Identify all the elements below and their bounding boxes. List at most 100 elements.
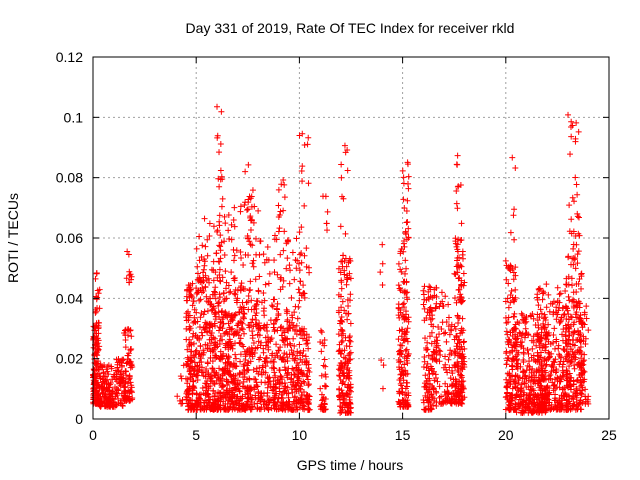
- data-point: [297, 386, 304, 393]
- data-point: [281, 194, 288, 201]
- data-point: [301, 202, 308, 209]
- data-point: [195, 287, 202, 294]
- data-point: [225, 346, 232, 353]
- data-point: [377, 269, 384, 276]
- data-point: [220, 389, 227, 396]
- data-point: [556, 351, 563, 358]
- data-point: [128, 389, 135, 396]
- data-point: [544, 332, 551, 339]
- data-point: [126, 372, 133, 379]
- data-point: [183, 310, 190, 317]
- data-point: [339, 263, 346, 270]
- data-point: [438, 393, 445, 400]
- data-point: [300, 347, 307, 354]
- data-point: [238, 280, 245, 287]
- data-point: [421, 380, 428, 387]
- data-point: [260, 251, 267, 258]
- data-point: [503, 328, 510, 335]
- data-point: [243, 348, 250, 355]
- data-point: [505, 304, 512, 311]
- data-point: [404, 197, 411, 204]
- data-point: [512, 272, 519, 279]
- data-point: [424, 346, 431, 353]
- data-point: [344, 274, 351, 281]
- data-point: [342, 359, 349, 366]
- data-point: [425, 377, 432, 384]
- data-point: [518, 310, 525, 317]
- data-point: [507, 292, 514, 299]
- data-point: [93, 296, 100, 303]
- data-point: [238, 254, 245, 261]
- data-point: [305, 400, 312, 407]
- data-point: [442, 380, 449, 387]
- data-point: [543, 395, 550, 402]
- data-point: [245, 206, 252, 213]
- x-tick-label: 15: [395, 427, 411, 443]
- data-point: [403, 294, 410, 301]
- data-point: [248, 297, 255, 304]
- data-point: [204, 378, 211, 385]
- data-point: [432, 371, 439, 378]
- data-point: [403, 314, 410, 321]
- data-point: [445, 323, 452, 330]
- data-point: [535, 336, 542, 343]
- data-point: [208, 375, 215, 382]
- data-point: [437, 300, 444, 307]
- data-point: [121, 394, 128, 401]
- data-point: [459, 383, 466, 390]
- data-point: [293, 331, 300, 338]
- data-point: [241, 201, 248, 208]
- data-point: [545, 390, 552, 397]
- data-point: [213, 250, 220, 257]
- data-point: [502, 298, 509, 305]
- data-point: [569, 255, 576, 262]
- data-point: [318, 329, 325, 336]
- data-point: [404, 338, 411, 345]
- data-point: [240, 374, 247, 381]
- data-point: [542, 376, 549, 383]
- data-point: [190, 384, 197, 391]
- data-point: [272, 381, 279, 388]
- data-point: [514, 351, 521, 358]
- data-point: [451, 270, 458, 277]
- data-point: [339, 389, 346, 396]
- data-point: [575, 128, 582, 135]
- data-point: [570, 289, 577, 296]
- data-point: [564, 377, 571, 384]
- data-point: [232, 340, 239, 347]
- data-point: [430, 323, 437, 330]
- data-point: [247, 217, 254, 224]
- data-point: [230, 246, 237, 253]
- data-point: [551, 325, 558, 332]
- data-point: [322, 406, 329, 413]
- data-point: [509, 395, 516, 402]
- data-point: [222, 404, 229, 411]
- data-point: [402, 257, 409, 264]
- data-point: [581, 376, 588, 383]
- data-point: [400, 397, 407, 404]
- data-point: [204, 252, 211, 259]
- x-tick-label: 0: [89, 427, 97, 443]
- data-point: [225, 227, 232, 234]
- data-point: [539, 345, 546, 352]
- data-point: [336, 394, 343, 401]
- data-point: [582, 386, 589, 393]
- data-point: [214, 404, 221, 411]
- data-point: [217, 294, 224, 301]
- data-point: [344, 167, 351, 174]
- y-tick-label: 0.12: [56, 49, 83, 65]
- data-point: [189, 302, 196, 309]
- data-point: [522, 319, 529, 326]
- data-point: [305, 345, 312, 352]
- data-point: [187, 286, 194, 293]
- data-point: [454, 152, 461, 159]
- data-point: [212, 284, 219, 291]
- data-point: [200, 390, 207, 397]
- data-point: [455, 368, 462, 375]
- data-point: [305, 180, 312, 187]
- data-point: [216, 266, 223, 273]
- data-point: [122, 344, 129, 351]
- data-point: [514, 373, 521, 380]
- data-point: [270, 396, 277, 403]
- data-point: [216, 277, 223, 284]
